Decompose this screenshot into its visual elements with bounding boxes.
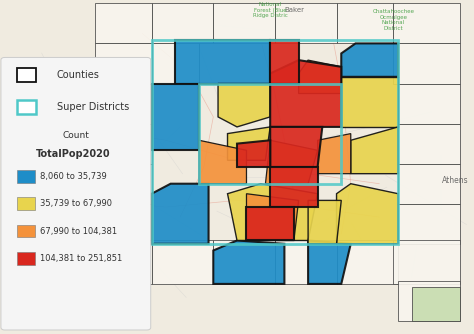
FancyBboxPatch shape [17,68,36,82]
Text: 104,381 to 251,851: 104,381 to 251,851 [40,254,123,263]
Polygon shape [228,184,318,240]
Text: Super Districts: Super Districts [57,102,129,112]
Text: 67,990 to 104,381: 67,990 to 104,381 [40,227,118,235]
FancyBboxPatch shape [1,57,151,330]
Bar [17,197,35,210]
Bar [17,170,35,183]
Polygon shape [398,164,460,204]
Polygon shape [341,43,398,77]
Polygon shape [337,240,398,284]
Polygon shape [218,84,270,127]
Polygon shape [308,240,351,284]
Polygon shape [398,281,460,321]
Text: 35,739 to 67,990: 35,739 to 67,990 [40,199,112,208]
Polygon shape [237,140,270,167]
Polygon shape [398,84,460,124]
Polygon shape [213,240,275,284]
Text: 8,060 to 35,739: 8,060 to 35,739 [40,172,107,181]
Polygon shape [270,40,299,84]
Polygon shape [308,200,341,244]
Polygon shape [275,240,337,284]
Polygon shape [341,77,398,127]
Text: Chattahoochee
Ocmulgee
National
District: Chattahoochee Ocmulgee National District [373,9,414,31]
Polygon shape [95,43,152,84]
Polygon shape [270,60,341,127]
Polygon shape [95,164,152,204]
Polygon shape [95,204,152,244]
Polygon shape [318,134,351,174]
Polygon shape [199,140,246,184]
Polygon shape [152,3,213,43]
Polygon shape [275,3,337,43]
Polygon shape [398,204,460,244]
Polygon shape [337,3,393,43]
Polygon shape [265,140,318,184]
FancyBboxPatch shape [17,100,36,114]
Polygon shape [95,124,152,164]
Polygon shape [152,184,209,244]
Text: Anniston: Anniston [87,153,121,161]
Polygon shape [152,84,199,150]
Text: TotalPop2020: TotalPop2020 [36,149,111,159]
Text: Talladega
National
Forest (Talladega
Division): Talladega National Forest (Talladega Div… [30,249,84,272]
Polygon shape [213,3,275,43]
Polygon shape [152,240,213,284]
Polygon shape [337,184,398,244]
Polygon shape [299,60,341,94]
Polygon shape [393,3,460,43]
Polygon shape [398,124,460,164]
Text: Counties: Counties [57,70,100,80]
Polygon shape [152,43,199,84]
Polygon shape [213,240,284,284]
Text: National
Forest (Blue
Ridge Distric: National Forest (Blue Ridge Distric [253,2,288,18]
Polygon shape [393,240,460,284]
Polygon shape [412,287,460,321]
Text: Baker: Baker [284,7,304,13]
Polygon shape [246,207,294,240]
Polygon shape [228,127,270,160]
Bar [17,252,35,265]
Polygon shape [95,240,152,284]
Polygon shape [24,287,66,311]
Polygon shape [393,43,460,84]
Polygon shape [270,127,322,167]
Polygon shape [270,167,318,207]
Polygon shape [246,194,299,240]
Polygon shape [95,84,152,124]
Text: Count: Count [63,131,89,140]
Text: Athens: Athens [442,176,468,185]
Bar [17,225,35,237]
Polygon shape [351,127,398,174]
Polygon shape [175,40,270,84]
Polygon shape [95,3,152,43]
